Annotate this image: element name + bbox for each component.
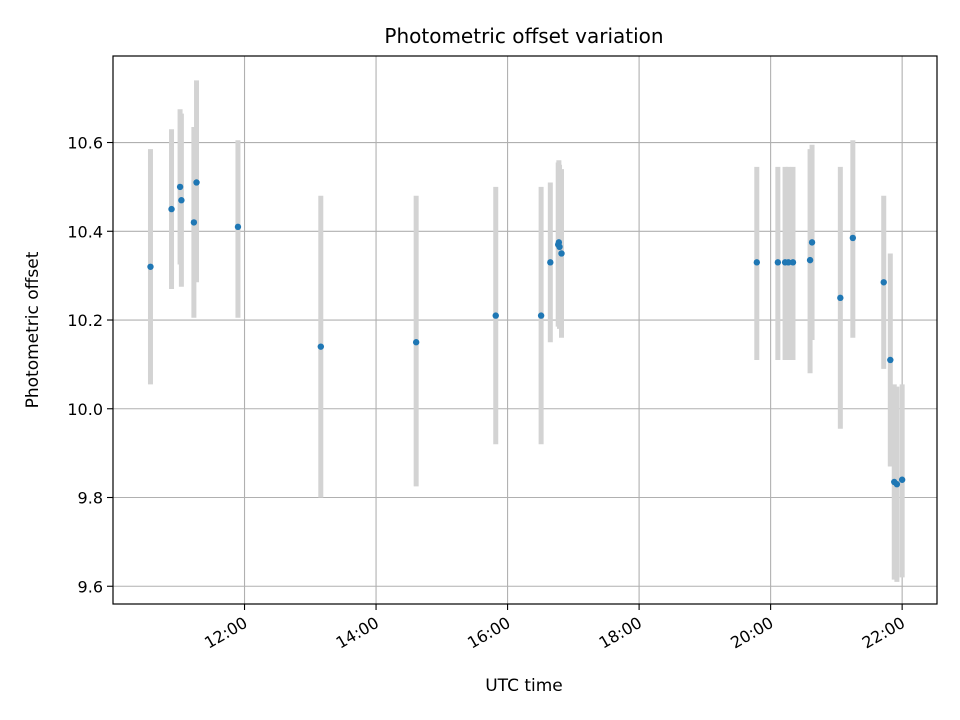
data-point <box>785 259 792 266</box>
data-point <box>317 343 325 350</box>
plot-frame <box>112 55 938 605</box>
data-point <box>178 197 185 204</box>
data-point <box>234 223 242 231</box>
data-point <box>893 480 901 488</box>
y-axis-title: Photometric offset <box>23 251 43 408</box>
data-point <box>898 476 906 483</box>
data-point <box>558 250 565 257</box>
data-point <box>806 256 814 264</box>
chart-title: Photometric offset variation <box>384 24 663 48</box>
y-tick-label: 9.6 <box>78 577 103 596</box>
grid <box>113 56 937 604</box>
x-axis: 12:00 14:00 16:00 18:00 20:00 22:00 <box>201 604 908 653</box>
y-axis: 9.6 9.8 10.0 10.2 10.4 10.6 <box>67 134 113 596</box>
data-point <box>753 259 761 266</box>
data-point <box>808 239 816 246</box>
data-point <box>492 312 499 319</box>
data-point <box>193 179 200 186</box>
data-points <box>147 179 906 488</box>
data-point <box>547 259 554 266</box>
data-point <box>880 279 887 286</box>
data-point <box>556 243 563 251</box>
data-point <box>412 339 420 346</box>
y-tick-label: 10.6 <box>67 134 103 153</box>
data-point <box>537 312 545 319</box>
data-point <box>176 183 184 191</box>
y-tick-label: 9.8 <box>78 489 103 508</box>
data-point <box>190 219 198 226</box>
x-axis-title: UTC time <box>485 676 563 696</box>
data-point <box>147 263 154 270</box>
data-point <box>849 234 857 242</box>
y-tick-label: 10.0 <box>67 400 103 419</box>
data-point <box>168 205 175 213</box>
data-point <box>774 259 782 266</box>
data-point <box>837 294 844 302</box>
y-tick-label: 10.4 <box>67 222 103 241</box>
data-point <box>789 259 797 266</box>
y-tick-label: 10.2 <box>67 311 103 330</box>
data-point <box>887 356 894 364</box>
